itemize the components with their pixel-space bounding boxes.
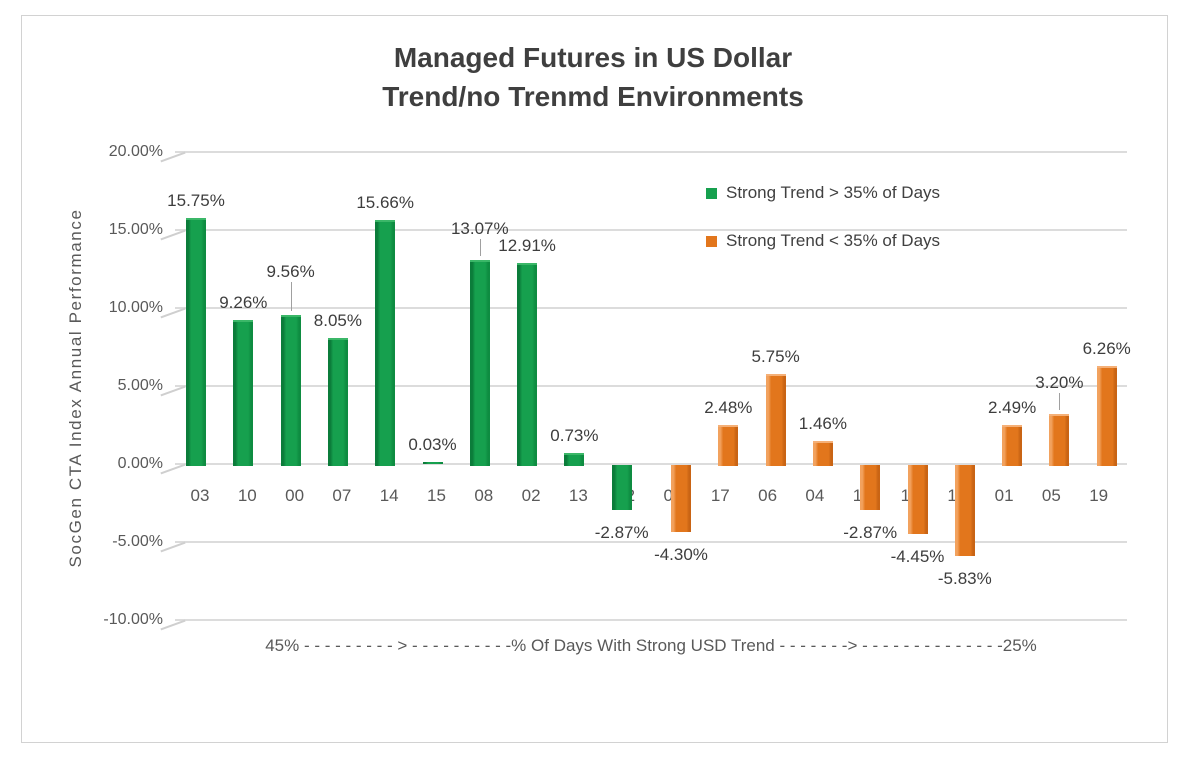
bar-09 [671,465,691,533]
category-label-19: 19 [1089,486,1109,505]
bar-value-label-07: 8.05% [313,311,362,331]
bar-value-label-11: -4.45% [890,547,945,567]
y-axis-tick-label: -10.00% [103,611,163,628]
y-axis-tick-label: 10.00% [108,299,163,316]
category-label-01: 01 [994,486,1014,505]
category-label-17: 17 [710,486,730,505]
bar-08 [469,260,490,466]
legend-entry-strong-trend-above-35: Strong Trend > 35% of Days [706,183,940,203]
legend-entry-strong-trend-below-35: Strong Trend < 35% of Days [706,231,940,251]
label-leader-line [479,239,481,257]
bar-value-label-12: -2.87% [594,522,649,542]
bar-03 [186,218,206,466]
category-label-15: 15 [427,486,446,505]
bar-05 [1049,414,1070,466]
bar-18 [954,465,975,556]
category-label-07: 07 [332,486,352,505]
bar-19 [1096,366,1117,466]
bar-value-label-17: 2.48% [704,398,753,418]
y-axis-tick-label: 5.00% [117,377,163,394]
bar-11 [907,465,928,535]
bar-value-label-09: -4.30% [654,545,708,565]
bar-04 [812,441,833,466]
x-axis-annotation: 45% - - - - - - - - - > - - - - - - - - … [265,636,1037,655]
gridline [175,151,1127,153]
category-label-05: 05 [1041,486,1061,505]
category-label-08: 08 [474,486,494,505]
bar-value-label-04: 1.46% [798,414,847,434]
bar-14 [375,219,396,466]
bar-15 [422,462,443,464]
bar-value-label-16: -2.87% [843,522,898,542]
category-label-10: 10 [237,486,257,505]
category-label-13: 13 [568,486,588,505]
bar-value-label-19: 6.26% [1082,339,1131,359]
y-axis-tick-label: 20.00% [108,143,163,160]
chart-frame [21,15,1168,743]
y-axis-tick-label: -5.00% [112,533,163,550]
bar-10 [233,319,254,466]
legend-label: Strong Trend > 35% of Days [726,183,941,202]
bar-value-label-06: 5.75% [751,347,800,367]
category-label-03: 03 [190,486,210,505]
bar-value-label-15: 0.03% [408,435,457,454]
bar-13 [564,452,585,466]
gridline [175,463,1127,465]
bar-00 [280,314,301,466]
bar-value-label-05: 3.20% [1035,373,1084,393]
chart-title-line1: Managed Futures in US Dollar [393,42,793,73]
gridline [175,229,1127,231]
bar-value-label-14: 15.66% [356,192,415,212]
legend-label: Strong Trend < 35% of Days [726,231,941,250]
bar-02 [517,262,538,466]
bar-value-label-10: 9.26% [219,292,268,312]
bar-value-label-01: 2.49% [987,398,1037,418]
category-label-06: 06 [758,486,778,505]
gridline [175,385,1127,387]
bar-07 [327,338,348,466]
bar-value-label-00: 9.56% [266,261,315,281]
y-axis-tick-label: 15.00% [108,221,163,238]
label-leader-line [290,281,292,311]
bar-16 [860,465,881,510]
gridline [175,541,1127,543]
bar-12 [611,465,632,510]
category-label-14: 14 [379,486,399,505]
category-label-02: 02 [521,486,541,505]
bar-value-label-13: 0.73% [550,425,599,445]
bar-value-label-08: 13.07% [450,219,509,239]
legend-marker-green-icon [706,187,717,199]
gridline [175,619,1127,621]
bar-06 [765,374,786,466]
bar-value-label-03: 15.75% [167,191,225,211]
bar-value-label-02: 12.91% [498,235,556,255]
bar-17 [718,425,739,466]
bar-value-label-18: -5.83% [937,568,992,588]
gridline [175,307,1127,309]
chart-title: Managed Futures in US Dollar Trend/no Tr… [0,38,1186,116]
chart-title-line2: Trend/no Trenmd Environments [382,81,804,112]
y-axis-tick-label: 0.00% [117,455,163,472]
bar-01 [1002,425,1023,466]
category-label-04: 04 [805,486,825,505]
legend-marker-orange-icon [706,235,717,247]
category-label-00: 00 [285,486,305,505]
label-leader-line [1059,393,1061,411]
